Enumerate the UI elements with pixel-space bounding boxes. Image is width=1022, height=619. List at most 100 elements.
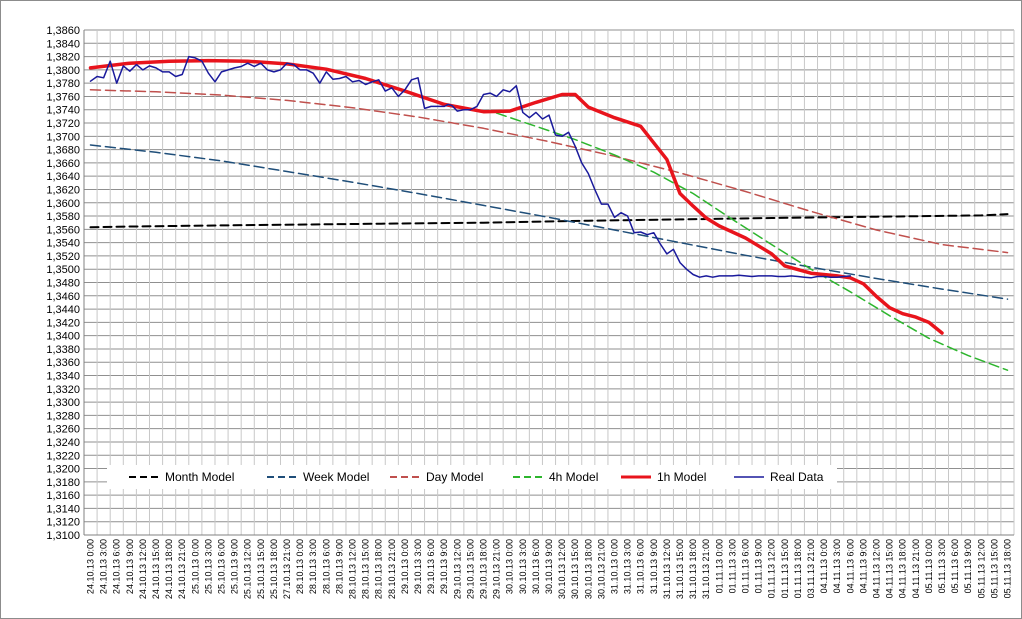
x-tick-label: 25.10.13 15:00 (256, 539, 266, 599)
x-tick-label: 04.11.13 9:00 (858, 539, 868, 593)
x-tick-label: 24.10.13 18:00 (164, 539, 174, 599)
y-tick-label: 1,3500 (46, 264, 80, 276)
x-tick-label: 25.10.13 9:00 (230, 539, 240, 594)
y-tick-label: 1,3860 (46, 25, 80, 37)
y-tick-label: 1,3360 (46, 357, 80, 369)
x-tick-label: 04.11.13 21:00 (911, 539, 921, 598)
x-tick-label: 30.10.13 6:00 (531, 539, 541, 594)
y-tick-label: 1,3240 (46, 437, 80, 449)
x-tick-label: 24.10.13 3:00 (99, 539, 109, 594)
series-line-week-model (89, 144, 1009, 300)
y-tick-label: 1,3680 (46, 145, 80, 157)
x-tick-label: 25.10.13 0:00 (190, 539, 200, 594)
y-tick-label: 1,3800 (46, 65, 80, 77)
x-tick-label: 25.10.13 6:00 (217, 539, 227, 594)
y-tick-label: 1,3580 (46, 211, 80, 223)
x-tick-label: 28.10.13 6:00 (321, 539, 331, 594)
y-tick-label: 1,3720 (46, 118, 80, 130)
y-tick-label: 1,3780 (46, 78, 80, 90)
y-tick-label: 1,3340 (46, 371, 80, 383)
series-line-1h-model (88, 58, 944, 335)
legend-label-day-model: Day Model (426, 470, 483, 484)
x-tick-label: 29.10.13 12:00 (452, 539, 462, 599)
y-tick-label: 1,3840 (46, 38, 80, 50)
y-tick-label: 1,3740 (46, 105, 80, 117)
y-tick-label: 1,3520 (46, 251, 80, 263)
x-tick-label: 30.10.13 18:00 (583, 539, 593, 599)
x-tick-label: 31.10.13 12:00 (662, 539, 672, 599)
x-tick-label: 01.11.13 12:00 (767, 539, 777, 598)
x-tick-label: 30.10.13 3:00 (518, 539, 528, 594)
x-tick-label: 28.10.13 12:00 (348, 539, 358, 599)
x-tick-label: 04.11.13 15:00 (885, 539, 895, 598)
x-tick-label: 29.10.13 15:00 (465, 539, 475, 599)
legend-label-real-data: Real Data (770, 470, 824, 484)
x-tick-label: 24.10.13 6:00 (112, 539, 122, 594)
legend-box (107, 465, 837, 489)
y-tick-label: 1,3300 (46, 397, 80, 409)
x-tick-label: 01.11.13 6:00 (740, 539, 750, 593)
x-tick-label: 28.10.13 21:00 (387, 539, 397, 599)
x-tick-label: 03.11.13 21:00 (806, 539, 816, 598)
x-tick-label: 01.11.13 3:00 (727, 539, 737, 593)
y-tick-label: 1,3320 (46, 384, 80, 396)
y-tick-label: 1,3260 (46, 424, 80, 436)
axes (83, 30, 1014, 536)
x-tick-label: 05.11.13 12:00 (976, 539, 986, 598)
x-tick-label: 04.11.13 6:00 (845, 539, 855, 593)
x-tick-label: 05.11.13 3:00 (937, 539, 947, 593)
x-tick-label: 24.10.13 15:00 (151, 539, 161, 599)
x-tick-label: 25.10.13 3:00 (203, 539, 213, 594)
legend-label-week-model: Week Model (303, 470, 369, 484)
x-tick-label: 05.11.13 0:00 (924, 539, 934, 593)
y-tick-label: 1,3760 (46, 91, 80, 103)
x-tick-label: 24.10.13 0:00 (86, 539, 96, 594)
x-tick-label: 01.11.13 0:00 (714, 539, 724, 593)
x-tick-label: 30.10.13 12:00 (557, 539, 567, 599)
x-tick-label: 01.11.13 18:00 (793, 539, 803, 598)
series-line-real-data (89, 55, 852, 279)
y-tick-label: 1,3460 (46, 291, 80, 303)
x-tick-label: 29.10.13 0:00 (400, 539, 410, 594)
x-tick-label: 29.10.13 6:00 (426, 539, 436, 594)
x-tick-label: 04.11.13 12:00 (871, 539, 881, 598)
x-axis-tick-labels: 24.10.13 0:00 24.10.13 3:00 24.10.13 6:00 2… (86, 539, 1013, 599)
x-tick-label: 04.11.13 18:00 (898, 539, 908, 598)
x-tick-label: 31.10.13 18:00 (688, 539, 698, 599)
x-tick-label: 31.10.13 6:00 (636, 539, 646, 594)
x-tick-label: 28.10.13 18:00 (374, 539, 384, 599)
y-tick-label: 1,3100 (46, 530, 80, 542)
y-tick-label: 1,3540 (46, 238, 80, 250)
x-tick-label: 24.10.13 9:00 (125, 539, 135, 594)
x-tick-label: 30.10.13 21:00 (596, 539, 606, 599)
x-tick-label: 28.10.13 3:00 (308, 539, 318, 594)
x-tick-label: 04.11.13 0:00 (819, 539, 829, 593)
series-line-month-model (89, 213, 1009, 229)
x-tick-label: 04.11.13 3:00 (832, 539, 842, 593)
x-tick-label: 28.10.13 15:00 (361, 539, 371, 599)
x-tick-label: 29.10.13 21:00 (492, 539, 502, 599)
x-tick-label: 25.10.13 12:00 (243, 539, 253, 599)
y-tick-label: 1,3600 (46, 198, 80, 210)
x-tick-label: 01.11.13 15:00 (780, 539, 790, 598)
legend-label-month-model: Month Model (165, 470, 234, 484)
x-tick-label: 31.10.13 9:00 (649, 539, 659, 594)
x-tick-label: 31.10.13 3:00 (623, 539, 633, 594)
x-tick-label: 31.10.13 21:00 (701, 539, 711, 599)
y-tick-label: 1,3400 (46, 331, 80, 343)
x-tick-label: 30.10.13 15:00 (570, 539, 580, 599)
y-tick-label: 1,3160 (46, 490, 80, 502)
series-line-day-model (89, 89, 1009, 254)
x-tick-label: 01.11.13 9:00 (754, 539, 764, 593)
x-tick-label: 05.11.13 15:00 (989, 539, 999, 598)
y-tick-label: 1,3620 (46, 184, 80, 196)
x-tick-label: 27.10.13 21:00 (282, 539, 292, 599)
x-tick-label: 28.10.13 0:00 (295, 539, 305, 594)
x-tick-label: 05.11.13 6:00 (950, 539, 960, 593)
x-tick-label: 31.10.13 0:00 (609, 539, 619, 594)
y-tick-label: 1,3660 (46, 158, 80, 170)
x-tick-label: 05.11.13 18:00 (1002, 539, 1012, 598)
y-tick-label: 1,3480 (46, 278, 80, 290)
